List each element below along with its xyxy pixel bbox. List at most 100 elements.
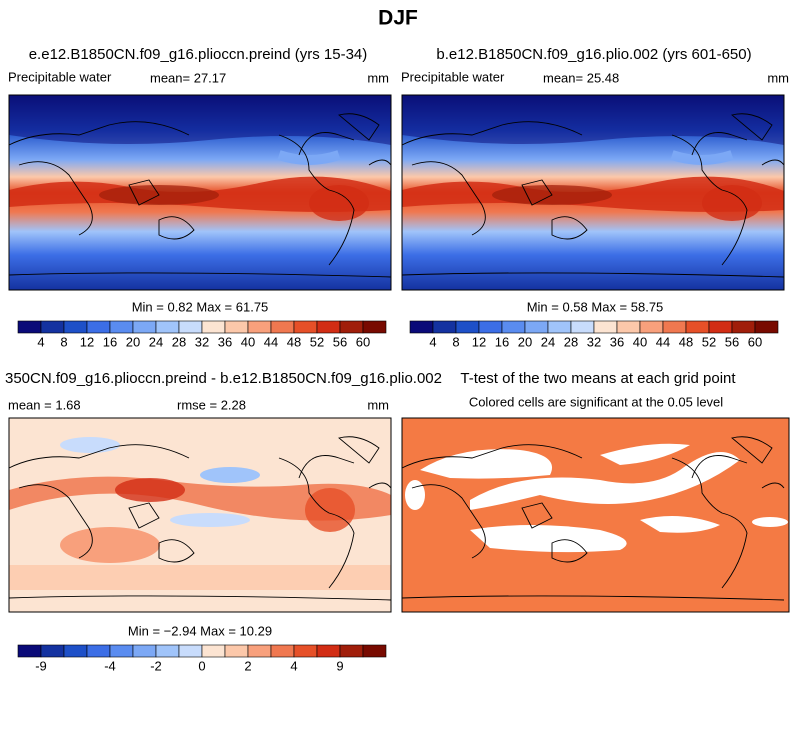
colorbar-box: [155, 320, 180, 334]
colorbar-box: [501, 320, 526, 334]
colorbar-box: [478, 320, 503, 334]
colorbar-label: 2: [244, 658, 251, 673]
map: [402, 95, 784, 290]
colorbar-label: 8: [452, 334, 459, 349]
colorbar-box: [63, 320, 88, 334]
colorbar-box: [432, 320, 457, 334]
colorbar-box: [708, 320, 733, 334]
colorbar-box: [17, 320, 42, 334]
colorbar-box: [547, 320, 572, 334]
colorbar-box: [40, 644, 65, 658]
mean-label: mean= 27.17: [150, 70, 226, 85]
colorbar-label: -4: [104, 658, 116, 673]
colorbar-label: 48: [287, 334, 301, 349]
colorbar-box: [685, 320, 710, 334]
map: [9, 418, 391, 612]
colorbar-label: 56: [725, 334, 739, 349]
colorbar-label: 56: [333, 334, 347, 349]
colorbar-box: [247, 644, 272, 658]
colorbar-label: 32: [587, 334, 601, 349]
colorbar-box: [109, 644, 134, 658]
stats-label: Min = 0.58 Max = 58.75: [527, 299, 664, 314]
colorbar-box: [178, 320, 203, 334]
colorbar-box: [754, 320, 779, 334]
colorbar-box: [316, 644, 341, 658]
colorbar-box: [63, 644, 88, 658]
units-label: mm: [367, 397, 389, 412]
colorbar-box: [201, 320, 226, 334]
colorbar-label: 24: [149, 334, 163, 349]
colorbar-label: 9: [336, 658, 343, 673]
colorbar-box: [409, 320, 434, 334]
colorbar-box: [132, 320, 157, 334]
colorbar-box: [109, 320, 134, 334]
colorbar-label: 12: [472, 334, 486, 349]
colorbar-label: 32: [195, 334, 209, 349]
colorbar-box: [339, 644, 364, 658]
colorbar-box: [201, 644, 226, 658]
colorbar-box: [455, 320, 480, 334]
colorbar-box: [155, 644, 180, 658]
colorbar-box: [339, 320, 364, 334]
colorbar-box: [316, 320, 341, 334]
colorbar-box: [570, 320, 595, 334]
colorbar-label: 20: [126, 334, 140, 349]
map-frame: [401, 417, 790, 613]
colorbar-box: [362, 644, 387, 658]
panel-subtitle: Colored cells are significant at the 0.0…: [469, 394, 723, 409]
map: [402, 418, 789, 612]
colorbar-label: 28: [564, 334, 578, 349]
colorbar-box: [293, 644, 318, 658]
colorbar-label: 44: [264, 334, 278, 349]
colorbar-box: [40, 320, 65, 334]
map: [9, 95, 391, 290]
colorbar-label: 36: [610, 334, 624, 349]
colorbar-label: 60: [748, 334, 762, 349]
colorbar-box: [132, 644, 157, 658]
colorbar-box: [17, 644, 42, 658]
colorbar-label: 40: [241, 334, 255, 349]
colorbar-label: 28: [172, 334, 186, 349]
colorbar-box: [247, 320, 272, 334]
colorbar-label: 24: [541, 334, 555, 349]
mean-label: mean = 1.68: [8, 397, 81, 412]
colorbar-label: 44: [656, 334, 670, 349]
figure-title: DJF: [378, 7, 418, 30]
colorbar-box: [224, 320, 249, 334]
colorbar-box: [662, 320, 687, 334]
colorbar-label: 52: [702, 334, 716, 349]
colorbar-box: [731, 320, 756, 334]
colorbar-label: 40: [633, 334, 647, 349]
stats-label: Min = 0.82 Max = 61.75: [132, 299, 269, 314]
colorbar-label: 4: [429, 334, 436, 349]
panel-title: b.e12.B1850CN.f09_g16.plio.002 (yrs 601-…: [436, 46, 751, 63]
stats-label: Min = −2.94 Max = 10.29: [128, 623, 272, 638]
colorbar-label: 4: [290, 658, 297, 673]
colorbar-box: [270, 320, 295, 334]
colorbar-box: [616, 320, 641, 334]
colorbar-label: 16: [103, 334, 117, 349]
colorbar-label: 12: [80, 334, 94, 349]
panel-title: e.e12.B1850CN.f09_g16.plioccn.preind (yr…: [29, 46, 368, 63]
colorbar-label: 8: [60, 334, 67, 349]
colorbar-box: [270, 644, 295, 658]
colorbar-label: 16: [495, 334, 509, 349]
map-frame: [8, 417, 392, 613]
colorbar-box: [86, 644, 111, 658]
colorbar-box: [86, 320, 111, 334]
colorbar-label: 36: [218, 334, 232, 349]
rmse-label: rmse = 2.28: [177, 397, 246, 412]
colorbar-label: 52: [310, 334, 324, 349]
map-frame: [8, 94, 392, 291]
variable-label: Precipitable water: [401, 69, 505, 84]
colorbar-box: [224, 644, 249, 658]
units-label: mm: [367, 70, 389, 85]
units-label: mm: [767, 70, 789, 85]
colorbar-box: [293, 320, 318, 334]
colorbar-label: 4: [37, 334, 44, 349]
colorbar-box: [524, 320, 549, 334]
colorbar-label: -9: [35, 658, 47, 673]
colorbar-box: [639, 320, 664, 334]
colorbar-label: 48: [679, 334, 693, 349]
